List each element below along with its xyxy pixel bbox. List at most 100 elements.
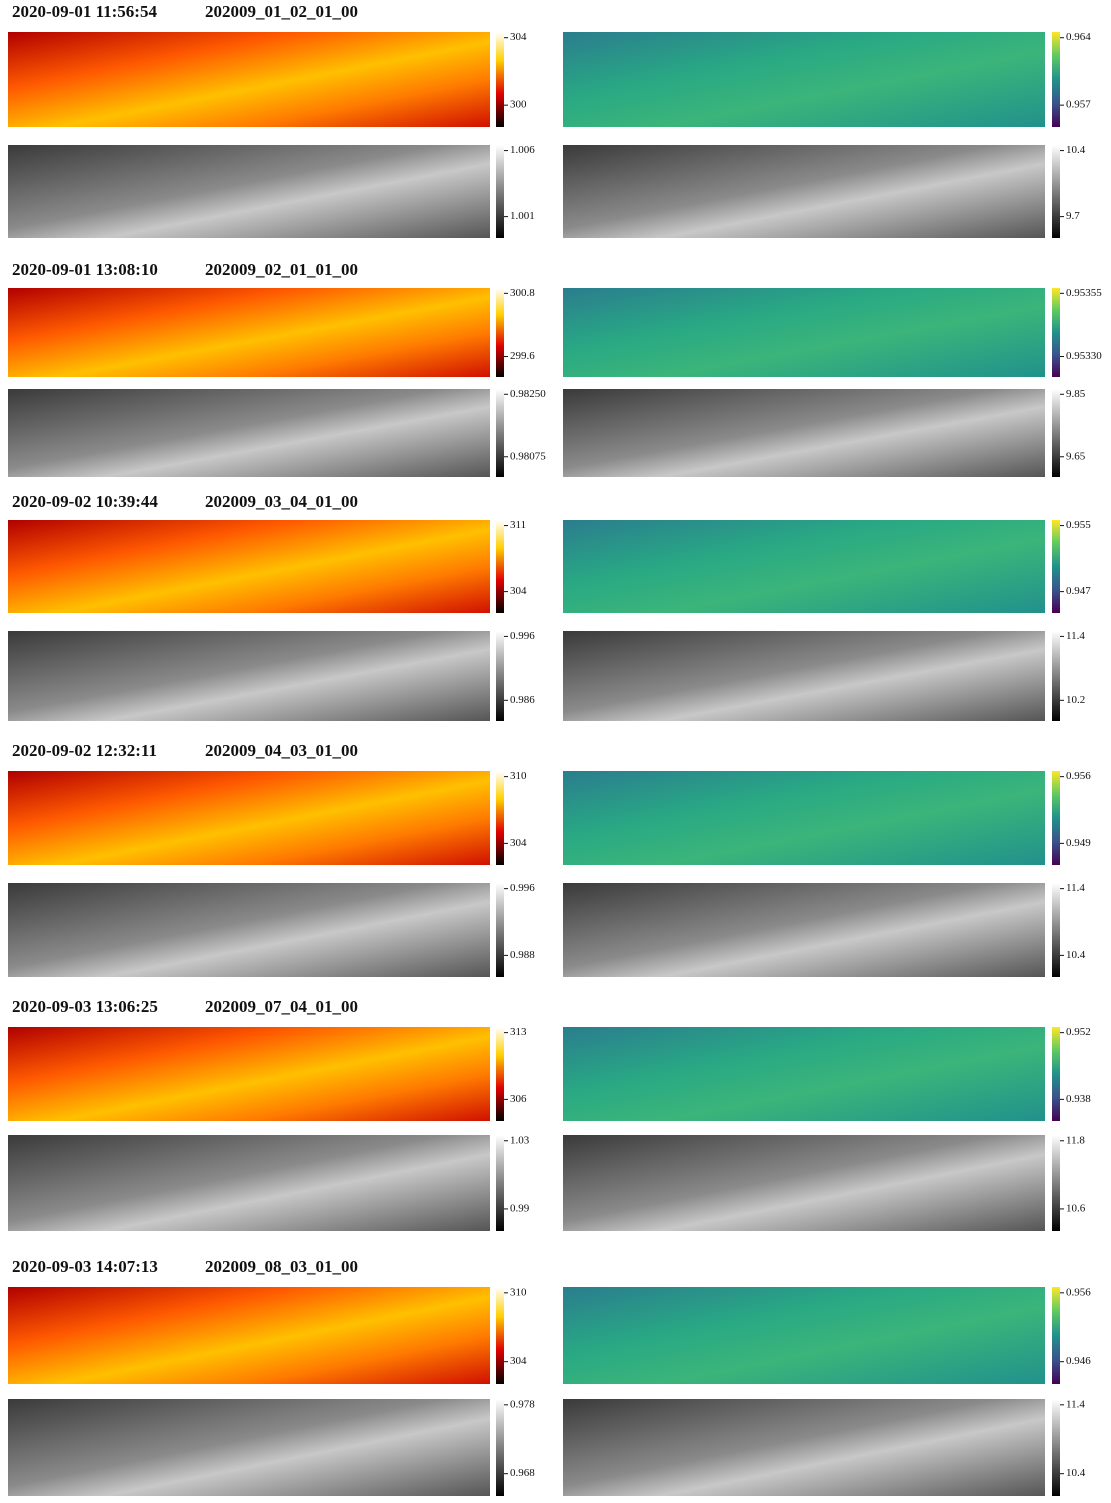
colorbar-tick-label: 300	[510, 99, 527, 111]
colorbar-tick-label: 311	[510, 519, 526, 531]
grayscale-image	[563, 1135, 1045, 1231]
colorbar	[1052, 883, 1060, 977]
thermal-image	[8, 32, 490, 127]
grayscale-image	[563, 389, 1045, 477]
colorbar	[1052, 1135, 1060, 1231]
colorbar-tick-label: 1.03	[510, 1134, 530, 1146]
sequence-id: 202009_02_01_01_00	[205, 260, 358, 279]
colorbar-tick-label: 0.98250	[510, 388, 546, 400]
colorbar-tick-label: 304	[510, 837, 527, 849]
sequence-id: 202009_01_02_01_00	[205, 2, 358, 21]
grayscale-image	[563, 631, 1045, 721]
colorbar-tick-label: 1.006	[510, 144, 535, 156]
colorbar	[1052, 631, 1060, 721]
colorbar	[496, 1135, 504, 1231]
colorbar	[496, 1287, 504, 1384]
colorbar-tick-label: 0.996	[510, 630, 535, 642]
colorbar	[1052, 771, 1060, 865]
colorbar-tick-label: 0.956	[1066, 1286, 1091, 1298]
colorbar-tick-label: 9.85	[1066, 388, 1086, 400]
colorbar	[496, 520, 504, 613]
thermal-image	[8, 288, 490, 377]
grayscale-image	[8, 1399, 490, 1496]
colorbar-tick-label: 310	[510, 1286, 527, 1298]
colorbar-tick-label: 0.957	[1066, 99, 1091, 111]
emissivity-image	[563, 32, 1045, 127]
colorbar-tick-label: 1.001	[510, 210, 535, 222]
colorbar-tick-label: 11.4	[1066, 882, 1085, 894]
colorbar-tick-label: 0.956	[1066, 770, 1091, 782]
emissivity-image	[563, 520, 1045, 613]
colorbar	[496, 288, 504, 377]
colorbar-tick-label: 0.946	[1066, 1355, 1091, 1367]
grayscale-image	[8, 389, 490, 477]
colorbar	[496, 1027, 504, 1121]
colorbar-tick-label: 9.7	[1066, 210, 1080, 222]
colorbar-tick-label: 0.99	[510, 1202, 530, 1214]
thermal-image	[8, 1287, 490, 1384]
colorbar-tick-label: 0.996	[510, 882, 535, 894]
colorbar	[496, 631, 504, 721]
colorbar	[496, 145, 504, 238]
grayscale-image	[8, 883, 490, 977]
colorbar	[1052, 288, 1060, 377]
thermal-image	[8, 520, 490, 613]
colorbar-tick-label: 304	[510, 585, 527, 597]
colorbar-tick-label: 304	[510, 31, 527, 43]
emissivity-image	[563, 1287, 1045, 1384]
emissivity-image	[563, 1027, 1045, 1121]
grayscale-image	[8, 631, 490, 721]
colorbar-tick-label: 11.8	[1066, 1134, 1085, 1146]
colorbar-tick-label: 0.988	[510, 949, 535, 961]
grayscale-image	[563, 145, 1045, 238]
grayscale-image	[8, 1135, 490, 1231]
colorbar-tick-label: 0.947	[1066, 585, 1091, 597]
timestamp: 2020-09-03 14:07:13	[12, 1257, 158, 1276]
thermal-image	[8, 771, 490, 865]
colorbar-tick-label: 299.6	[510, 350, 535, 362]
colorbar-tick-label: 313	[510, 1026, 527, 1038]
emissivity-image	[563, 771, 1045, 865]
colorbar-tick-label: 10.2	[1066, 694, 1085, 706]
colorbar-tick-label: 306	[510, 1093, 527, 1105]
grayscale-image	[563, 883, 1045, 977]
colorbar	[496, 32, 504, 127]
colorbar-tick-label: 0.95330	[1066, 350, 1102, 362]
colorbar	[496, 771, 504, 865]
sequence-id: 202009_04_03_01_00	[205, 741, 358, 760]
colorbar	[496, 389, 504, 477]
page: {"groups": [ {"timestamp": "2020-09-01 1…	[0, 0, 1111, 1498]
colorbar-tick-label: 0.978	[510, 1398, 535, 1410]
colorbar-tick-label: 0.949	[1066, 837, 1091, 849]
colorbar-tick-label: 0.938	[1066, 1093, 1091, 1105]
timestamp: 2020-09-01 13:08:10	[12, 260, 158, 279]
colorbar	[1052, 145, 1060, 238]
colorbar-tick-label: 0.968	[510, 1467, 535, 1479]
colorbar-tick-label: 0.955	[1066, 519, 1091, 531]
colorbar-tick-label: 0.986	[510, 694, 535, 706]
thermal-image	[8, 1027, 490, 1121]
colorbar-tick-label: 0.98075	[510, 450, 546, 462]
colorbar-tick-label: 9.65	[1066, 450, 1086, 462]
colorbar-tick-label: 10.6	[1066, 1202, 1086, 1214]
colorbar	[496, 883, 504, 977]
colorbar-tick-label: 300.8	[510, 287, 535, 299]
grayscale-image	[8, 145, 490, 238]
timestamp: 2020-09-02 12:32:11	[12, 741, 157, 760]
figure: 2020-09-01 11:56:54 202009_01_02_01_00 304…	[0, 0, 1111, 1498]
colorbar-tick-label: 11.4	[1066, 630, 1085, 642]
colorbar	[1052, 1027, 1060, 1121]
colorbar-tick-label: 0.95355	[1066, 287, 1102, 299]
colorbar-tick-label: 10.4	[1066, 144, 1086, 156]
colorbar	[1052, 520, 1060, 613]
timestamp: 2020-09-02 10:39:44	[12, 492, 158, 511]
sequence-id: 202009_07_04_01_00	[205, 997, 358, 1016]
colorbar	[1052, 389, 1060, 477]
timestamp: 2020-09-01 11:56:54	[12, 2, 157, 21]
timestamp: 2020-09-03 13:06:25	[12, 997, 158, 1016]
colorbar	[1052, 1399, 1060, 1496]
colorbar	[1052, 1287, 1060, 1384]
colorbar-tick-label: 10.4	[1066, 1467, 1086, 1479]
colorbar-tick-label: 0.964	[1066, 31, 1091, 43]
sequence-id: 202009_08_03_01_00	[205, 1257, 358, 1276]
